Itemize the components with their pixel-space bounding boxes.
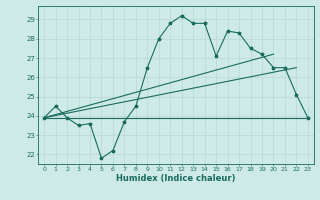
X-axis label: Humidex (Indice chaleur): Humidex (Indice chaleur) (116, 174, 236, 183)
